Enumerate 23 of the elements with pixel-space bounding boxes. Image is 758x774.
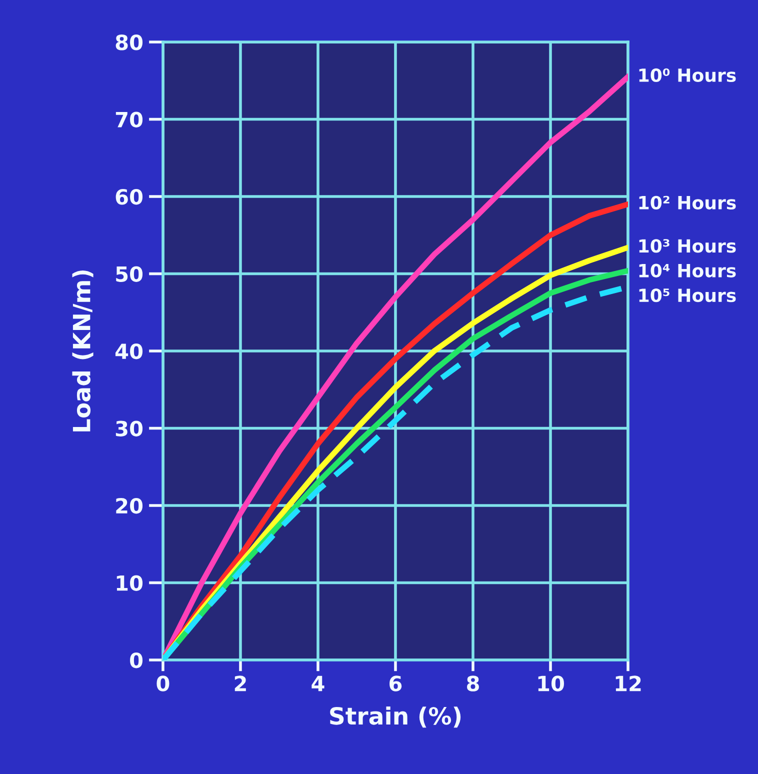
series-label: 10⁰ Hours (639, 68, 736, 82)
x-tick-label: 6 (390, 676, 402, 692)
y-tick-label: 0 (130, 652, 143, 668)
series-label: 10⁴ Hours (639, 264, 736, 278)
x-axis-title: Strain (%) (330, 706, 461, 728)
y-tick-label: 70 (116, 112, 143, 128)
x-tick-label: 12 (616, 676, 641, 692)
y-tick-label: 80 (116, 34, 143, 50)
y-tick-label: 30 (116, 420, 143, 436)
x-tick-label: 8 (467, 676, 479, 692)
y-tick-label: 60 (116, 188, 143, 205)
y-axis-title: Load (KN/m) (72, 270, 94, 432)
y-tick-label: 10 (116, 575, 143, 591)
series-label: 10⁵ Hours (639, 288, 736, 302)
series-label: 10² Hours (639, 196, 736, 210)
y-tick-label: 50 (116, 266, 143, 282)
x-tick-label: 2 (234, 676, 246, 692)
series-label: 10³ Hours (639, 239, 736, 253)
y-tick-label: 20 (116, 498, 143, 514)
x-tick-label: 4 (312, 676, 324, 692)
y-tick-label: 40 (115, 343, 143, 360)
x-tick-label: 0 (156, 676, 170, 692)
x-tick-label: 10 (538, 676, 564, 692)
